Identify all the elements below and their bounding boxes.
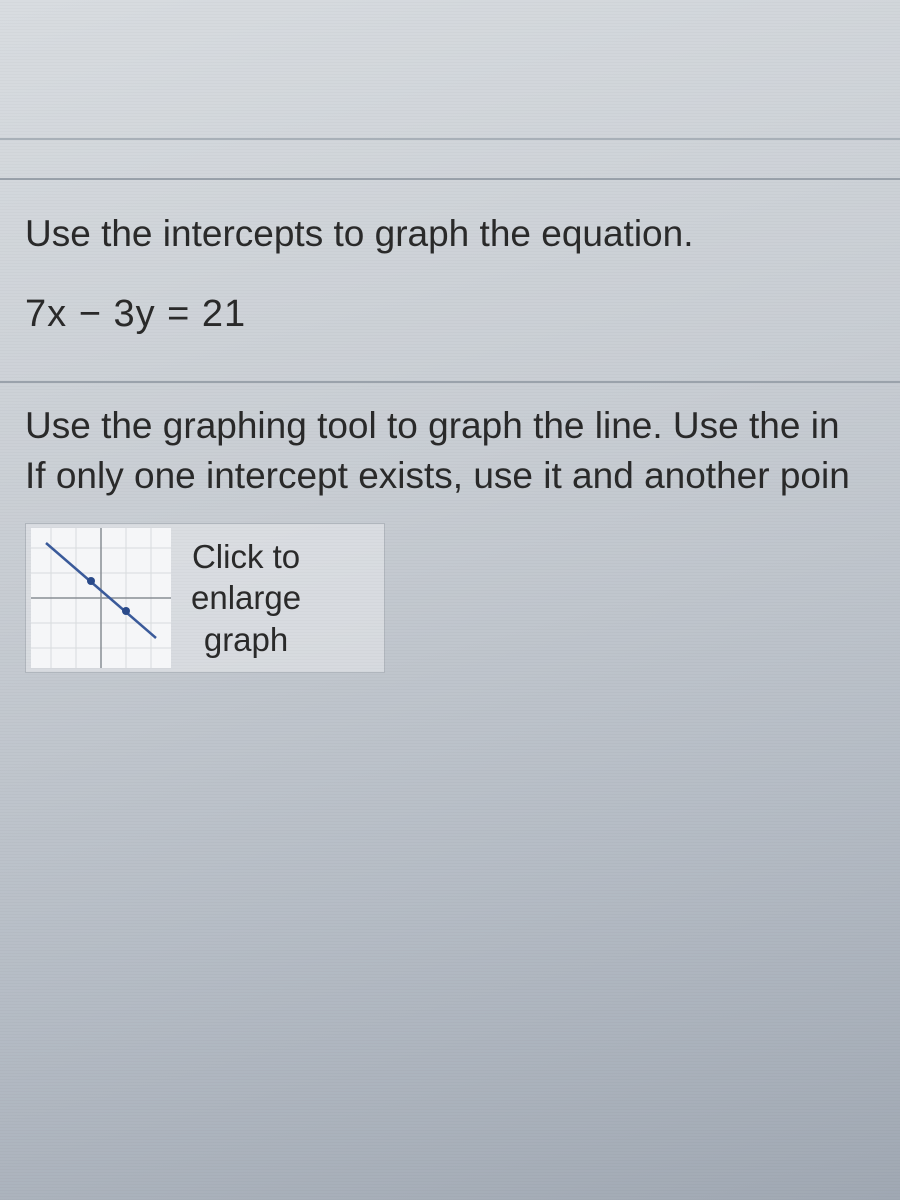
- problem-equation: 7x − 3y = 21: [25, 293, 880, 336]
- graph-instruction-line2: If only one intercept exists, use it and…: [25, 451, 880, 501]
- problem-statement-section: Use the intercepts to graph the equation…: [0, 180, 900, 356]
- enlarge-label-line3: graph: [191, 619, 301, 660]
- problem-instruction: Use the intercepts to graph the equation…: [25, 210, 880, 258]
- enlarge-graph-button[interactable]: Click to enlarge graph: [25, 523, 385, 673]
- enlarge-label-line2: enlarge: [191, 577, 301, 618]
- header-divider: [0, 140, 900, 180]
- graph-instruction-line1: Use the graphing tool to graph the line.…: [25, 401, 880, 451]
- enlarge-graph-label: Click to enlarge graph: [191, 536, 301, 660]
- graph-thumbnail-icon: [31, 528, 171, 668]
- graph-tool-section: Use the graphing tool to graph the line.…: [0, 383, 900, 693]
- top-toolbar-area: [0, 0, 900, 140]
- enlarge-label-line1: Click to: [191, 536, 301, 577]
